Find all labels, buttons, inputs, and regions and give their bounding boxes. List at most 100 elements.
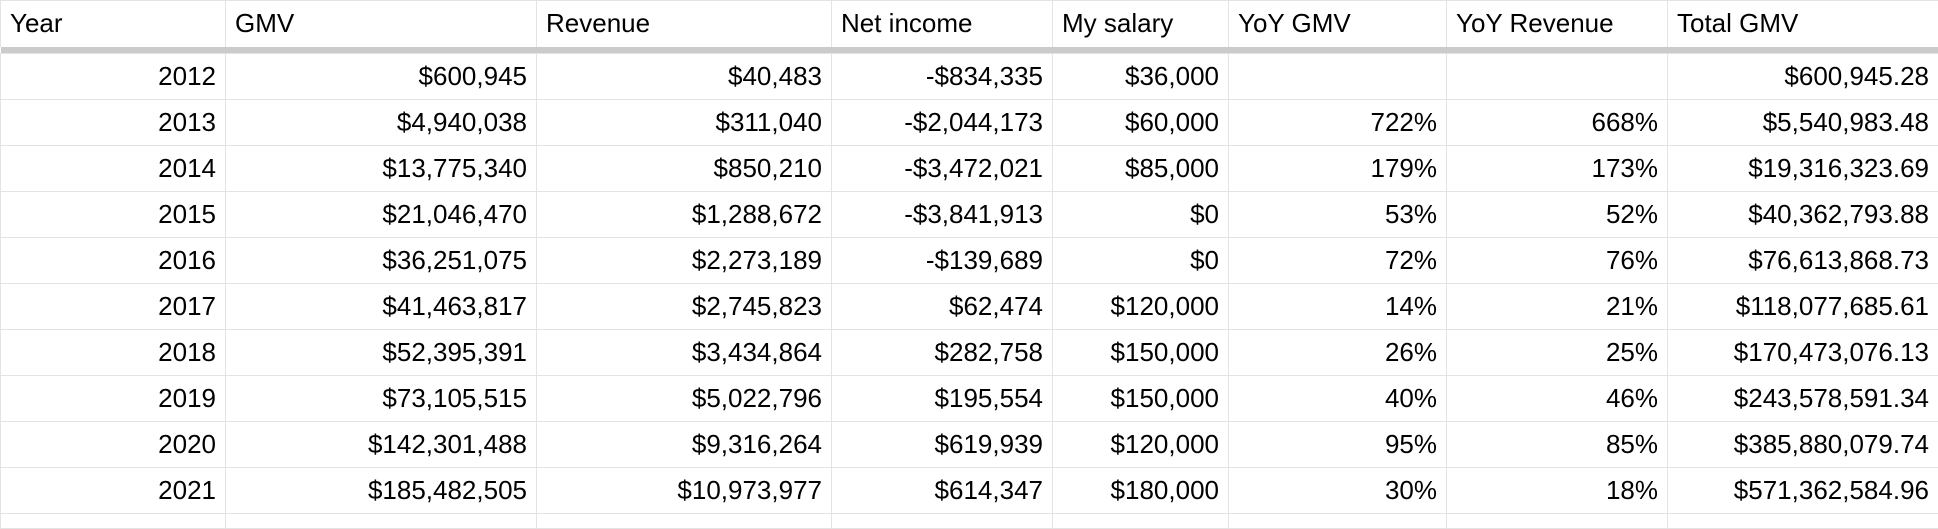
cell-total-gmv[interactable]: $170,473,076.13 <box>1668 330 1938 376</box>
cell-net-income[interactable]: $614,347 <box>832 468 1053 514</box>
cell-total-gmv[interactable]: $19,316,323.69 <box>1668 146 1938 192</box>
header-revenue[interactable]: Revenue <box>537 1 832 47</box>
cell-total-gmv[interactable]: $600,945.28 <box>1668 54 1938 100</box>
cell-revenue[interactable]: $311,040 <box>537 100 832 146</box>
cell-year[interactable]: 2016 <box>1 238 226 284</box>
cell-year[interactable]: 2012 <box>1 54 226 100</box>
cell-yoy-gmv[interactable]: 179% <box>1229 146 1447 192</box>
cell-my-salary[interactable]: $85,000 <box>1053 146 1229 192</box>
freeze-divider[interactable] <box>1 47 1938 54</box>
cell-year[interactable]: 2018 <box>1 330 226 376</box>
cell-yoy-revenue[interactable]: 21% <box>1447 284 1668 330</box>
cell-total-gmv[interactable]: $76,613,868.73 <box>1668 238 1938 284</box>
cell-revenue[interactable]: $2,745,823 <box>537 284 832 330</box>
cell-year[interactable]: 2021 <box>1 468 226 514</box>
cell-net-income[interactable]: -$3,841,913 <box>832 192 1053 238</box>
cell-revenue[interactable]: $3,434,864 <box>537 330 832 376</box>
cell-gmv[interactable]: $21,046,470 <box>226 192 537 238</box>
cell-yoy-gmv[interactable]: 40% <box>1229 376 1447 422</box>
cell-total-gmv[interactable]: $571,362,584.96 <box>1668 468 1938 514</box>
empty-cell[interactable] <box>537 514 832 529</box>
cell-net-income[interactable]: $62,474 <box>832 284 1053 330</box>
header-yoy-revenue[interactable]: YoY Revenue <box>1447 1 1668 47</box>
table-row: 2021$185,482,505$10,973,977$614,347$180,… <box>1 468 1938 514</box>
cell-net-income[interactable]: -$139,689 <box>832 238 1053 284</box>
header-gmv[interactable]: GMV <box>226 1 537 47</box>
cell-year[interactable]: 2017 <box>1 284 226 330</box>
cell-yoy-revenue[interactable]: 668% <box>1447 100 1668 146</box>
cell-my-salary[interactable]: $36,000 <box>1053 54 1229 100</box>
cell-yoy-gmv[interactable]: 722% <box>1229 100 1447 146</box>
cell-yoy-revenue[interactable]: 52% <box>1447 192 1668 238</box>
cell-yoy-revenue[interactable]: 173% <box>1447 146 1668 192</box>
cell-revenue[interactable]: $850,210 <box>537 146 832 192</box>
cell-my-salary[interactable]: $60,000 <box>1053 100 1229 146</box>
cell-net-income[interactable]: $619,939 <box>832 422 1053 468</box>
cell-year[interactable]: 2014 <box>1 146 226 192</box>
cell-my-salary[interactable]: $120,000 <box>1053 422 1229 468</box>
cell-net-income[interactable]: -$3,472,021 <box>832 146 1053 192</box>
cell-my-salary[interactable]: $150,000 <box>1053 330 1229 376</box>
cell-gmv[interactable]: $13,775,340 <box>226 146 537 192</box>
empty-cell[interactable] <box>1229 514 1447 529</box>
table-body: 2012$600,945$40,483-$834,335$36,000 $600,… <box>1 54 1938 529</box>
cell-net-income[interactable]: -$2,044,173 <box>832 100 1053 146</box>
cell-yoy-revenue[interactable] <box>1447 54 1668 100</box>
cell-my-salary[interactable]: $180,000 <box>1053 468 1229 514</box>
cell-net-income[interactable]: -$834,335 <box>832 54 1053 100</box>
cell-net-income[interactable]: $282,758 <box>832 330 1053 376</box>
table-row: 2019$73,105,515$5,022,796$195,554$150,00… <box>1 376 1938 422</box>
empty-cell[interactable] <box>1053 514 1229 529</box>
cell-total-gmv[interactable]: $243,578,591.34 <box>1668 376 1938 422</box>
cell-total-gmv[interactable]: $40,362,793.88 <box>1668 192 1938 238</box>
cell-yoy-gmv[interactable]: 26% <box>1229 330 1447 376</box>
cell-yoy-gmv[interactable]: 72% <box>1229 238 1447 284</box>
cell-revenue[interactable]: $10,973,977 <box>537 468 832 514</box>
cell-yoy-gmv[interactable]: 14% <box>1229 284 1447 330</box>
cell-my-salary[interactable]: $120,000 <box>1053 284 1229 330</box>
header-my-salary[interactable]: My salary <box>1053 1 1229 47</box>
cell-year[interactable]: 2019 <box>1 376 226 422</box>
cell-gmv[interactable]: $41,463,817 <box>226 284 537 330</box>
cell-gmv[interactable]: $52,395,391 <box>226 330 537 376</box>
cell-total-gmv[interactable]: $5,540,983.48 <box>1668 100 1938 146</box>
cell-gmv[interactable]: $600,945 <box>226 54 537 100</box>
cell-revenue[interactable]: $40,483 <box>537 54 832 100</box>
empty-cell[interactable] <box>832 514 1053 529</box>
cell-my-salary[interactable]: $0 <box>1053 238 1229 284</box>
cell-revenue[interactable]: $1,288,672 <box>537 192 832 238</box>
cell-yoy-gmv[interactable]: 53% <box>1229 192 1447 238</box>
cell-gmv[interactable]: $142,301,488 <box>226 422 537 468</box>
cell-total-gmv[interactable]: $385,880,079.74 <box>1668 422 1938 468</box>
header-yoy-gmv[interactable]: YoY GMV <box>1229 1 1447 47</box>
cell-yoy-gmv[interactable] <box>1229 54 1447 100</box>
cell-revenue[interactable]: $9,316,264 <box>537 422 832 468</box>
empty-cell[interactable] <box>1668 514 1938 529</box>
header-net-income[interactable]: Net income <box>832 1 1053 47</box>
empty-cell[interactable] <box>1447 514 1668 529</box>
cell-year[interactable]: 2020 <box>1 422 226 468</box>
cell-revenue[interactable]: $5,022,796 <box>537 376 832 422</box>
empty-cell[interactable] <box>226 514 537 529</box>
cell-total-gmv[interactable]: $118,077,685.61 <box>1668 284 1938 330</box>
cell-gmv[interactable]: $73,105,515 <box>226 376 537 422</box>
cell-gmv[interactable]: $36,251,075 <box>226 238 537 284</box>
cell-net-income[interactable]: $195,554 <box>832 376 1053 422</box>
header-total-gmv[interactable]: Total GMV <box>1668 1 1938 47</box>
cell-yoy-gmv[interactable]: 30% <box>1229 468 1447 514</box>
header-year[interactable]: Year <box>1 1 226 47</box>
cell-year[interactable]: 2013 <box>1 100 226 146</box>
cell-gmv[interactable]: $185,482,505 <box>226 468 537 514</box>
cell-revenue[interactable]: $2,273,189 <box>537 238 832 284</box>
cell-gmv[interactable]: $4,940,038 <box>226 100 537 146</box>
empty-cell[interactable] <box>1 514 226 529</box>
cell-yoy-revenue[interactable]: 46% <box>1447 376 1668 422</box>
cell-my-salary[interactable]: $150,000 <box>1053 376 1229 422</box>
cell-yoy-revenue[interactable]: 18% <box>1447 468 1668 514</box>
cell-yoy-revenue[interactable]: 76% <box>1447 238 1668 284</box>
cell-yoy-revenue[interactable]: 25% <box>1447 330 1668 376</box>
cell-year[interactable]: 2015 <box>1 192 226 238</box>
cell-my-salary[interactable]: $0 <box>1053 192 1229 238</box>
cell-yoy-gmv[interactable]: 95% <box>1229 422 1447 468</box>
cell-yoy-revenue[interactable]: 85% <box>1447 422 1668 468</box>
